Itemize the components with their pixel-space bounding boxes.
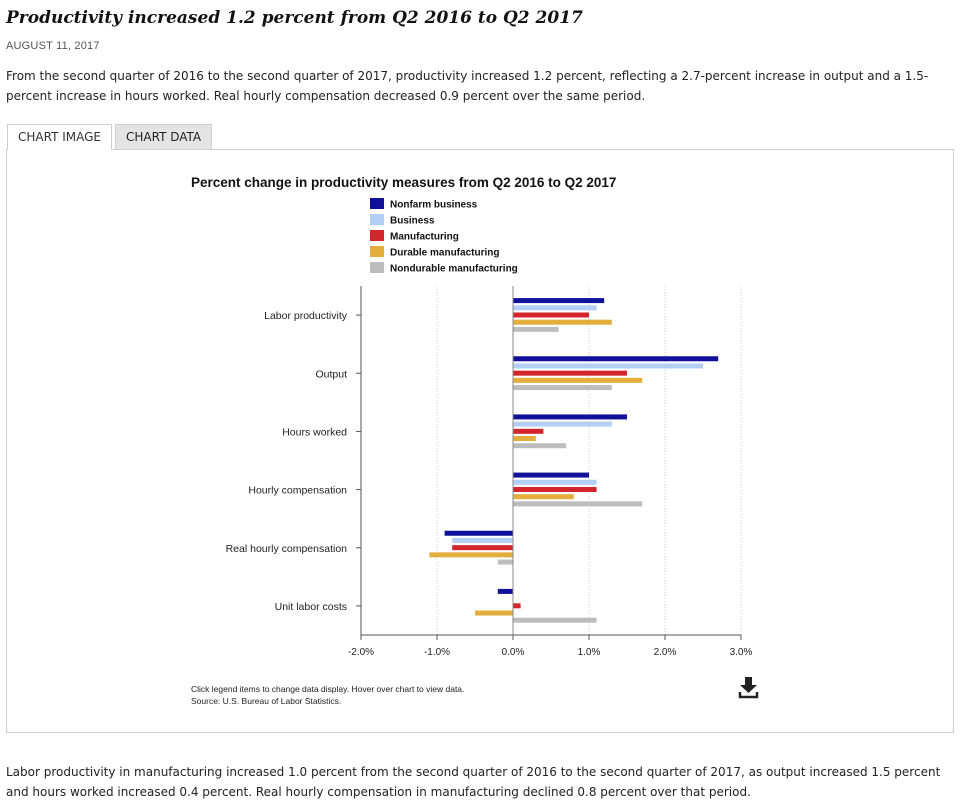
bar[interactable]	[513, 363, 703, 369]
chart-svg[interactable]: Percent change in productivity measures …	[7, 150, 953, 732]
bar[interactable]	[513, 617, 597, 623]
x-tick-label: 1.0%	[578, 647, 601, 658]
y-category-label: Hours worked	[282, 426, 347, 438]
chart-title: Percent change in productivity measures …	[191, 175, 616, 190]
bar[interactable]	[452, 545, 513, 551]
legend-label[interactable]: Business	[390, 216, 435, 227]
bar[interactable]	[429, 552, 513, 558]
bar[interactable]	[513, 305, 597, 311]
legend-swatch[interactable]	[370, 262, 384, 273]
bar[interactable]	[513, 603, 521, 609]
bar[interactable]	[513, 414, 627, 420]
bar[interactable]	[513, 421, 612, 427]
x-tick-label: 2.0%	[654, 647, 677, 658]
legend-swatch[interactable]	[370, 246, 384, 257]
y-category-label: Unit labor costs	[275, 601, 347, 613]
outro-paragraph: Labor productivity in manufacturing incr…	[6, 765, 941, 799]
tab-chart-data[interactable]: CHART DATA	[115, 124, 213, 149]
y-category-label: Hourly compensation	[248, 485, 347, 497]
download-icon[interactable]	[738, 677, 759, 699]
bar[interactable]	[513, 298, 605, 304]
bar[interactable]	[444, 530, 513, 536]
x-tick-label: 0.0%	[502, 647, 525, 658]
chart-tabs: CHART IMAGE CHART DATA	[7, 124, 215, 150]
legend-label[interactable]: Nondurable manufacturing	[390, 264, 518, 275]
tab-chart-image[interactable]: CHART IMAGE	[7, 124, 112, 150]
legend-label[interactable]: Durable manufacturing	[390, 248, 499, 259]
x-tick-label: -2.0%	[348, 647, 374, 658]
bar[interactable]	[475, 610, 513, 616]
x-tick-label: 3.0%	[730, 647, 753, 658]
publish-date: AUGUST 11, 2017	[6, 40, 100, 52]
y-category-label: Labor productivity	[264, 310, 348, 322]
intro-paragraph: From the second quarter of 2016 to the s…	[6, 69, 929, 103]
chart-bars	[429, 298, 719, 623]
bar[interactable]	[513, 356, 719, 362]
bar[interactable]	[513, 443, 567, 449]
chart-legend: Nonfarm business Business Manufacturing Dur…	[370, 198, 518, 275]
bar[interactable]	[497, 559, 513, 565]
bar[interactable]	[452, 537, 513, 543]
legend-label[interactable]: Manufacturing	[390, 232, 459, 243]
chart-note-instructions: Click legend items to change data displa…	[191, 684, 464, 694]
chart-note-source: Source: U.S. Bureau of Labor Statistics.	[191, 696, 341, 706]
bar[interactable]	[513, 501, 643, 507]
chart-axes: -2.0% -1.0% 0.0% 1.0% 2.0% 3.0% Labor producti…	[226, 286, 753, 658]
bar[interactable]	[513, 385, 612, 391]
bar[interactable]	[513, 472, 589, 478]
x-tick-label: -1.0%	[424, 647, 450, 658]
legend-swatch[interactable]	[370, 198, 384, 209]
bar[interactable]	[513, 319, 612, 325]
bar[interactable]	[513, 312, 589, 318]
bar[interactable]	[513, 436, 536, 442]
bar[interactable]	[513, 479, 597, 485]
chart-grid	[436, 286, 742, 635]
legend-swatch[interactable]	[370, 214, 384, 225]
legend-swatch[interactable]	[370, 230, 384, 241]
y-category-label: Real hourly compensation	[226, 543, 348, 555]
bar[interactable]	[513, 377, 643, 383]
page-title: Productivity increased 1.2 percent from …	[6, 8, 583, 28]
bar[interactable]	[497, 588, 513, 594]
bar[interactable]	[513, 494, 574, 500]
chart-panel: Percent change in productivity measures …	[6, 149, 954, 733]
bar[interactable]	[513, 486, 597, 492]
y-category-label: Output	[315, 368, 347, 380]
bar[interactable]	[513, 326, 559, 332]
bar[interactable]	[513, 370, 627, 376]
legend-label[interactable]: Nonfarm business	[390, 200, 478, 211]
bar[interactable]	[513, 428, 544, 434]
